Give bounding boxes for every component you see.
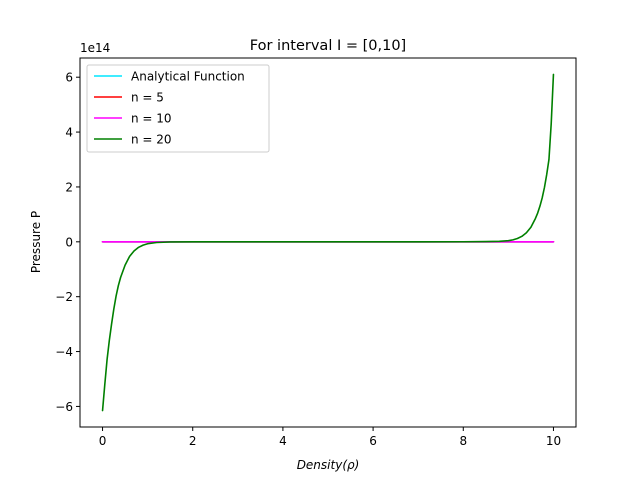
y-tick-label: 4	[65, 126, 73, 140]
legend-label-analytical-function: Analytical Function	[131, 70, 245, 84]
x-axis-label-main: Density	[297, 458, 344, 472]
legend: Analytical Function n = 5 n = 10 n = 20	[86, 64, 270, 153]
y-tick-label: 2	[65, 180, 73, 194]
legend-label-n-10: n = 10	[131, 112, 172, 126]
series-line-n-20	[101, 73, 555, 412]
x-tick-label: 4	[279, 434, 287, 448]
x-axis-ticks: 0 2 4 6 8 10	[99, 427, 561, 448]
y-tick-label: 0	[65, 235, 73, 249]
plot-area: 0 2 4 6 8 10 −6 −4 −2 0 2 4 6	[55, 57, 577, 448]
y-tick-label: 6	[65, 71, 73, 85]
y-axis-ticks: −6 −4 −2 0 2 4 6	[55, 71, 80, 414]
x-tick-label: 2	[189, 434, 197, 448]
y-tick-label: −4	[55, 345, 73, 359]
y-tick-label: −6	[55, 400, 73, 414]
y-axis-label: Pressure P	[29, 211, 43, 273]
legend-label-n-5: n = 5	[131, 91, 164, 105]
x-tick-label: 0	[99, 434, 107, 448]
series-layer	[101, 73, 555, 412]
axes-frame	[79, 57, 577, 428]
x-tick-label: 6	[369, 434, 377, 448]
x-tick-label: 8	[459, 434, 467, 448]
x-axis-label: Density(ρ)	[297, 458, 360, 472]
y-offset-label: 1e14	[80, 41, 110, 55]
x-tick-label: 10	[546, 434, 561, 448]
x-axis-label-rho: ρ	[347, 458, 355, 472]
legend-box	[86, 64, 270, 153]
legend-entries: Analytical Function n = 5 n = 10 n = 20	[94, 70, 245, 147]
x-axis-label-open-paren: (	[342, 458, 348, 472]
chart-title: For interval I = [0,10]	[250, 38, 406, 54]
y-tick-label: −2	[55, 290, 73, 304]
x-axis-label-close-paren: )	[354, 458, 360, 472]
legend-label-n-20: n = 20	[131, 133, 172, 147]
